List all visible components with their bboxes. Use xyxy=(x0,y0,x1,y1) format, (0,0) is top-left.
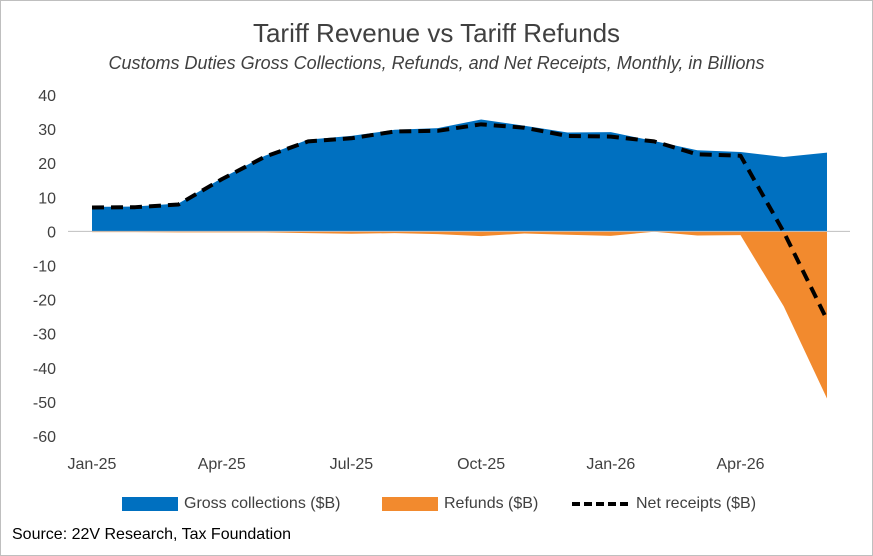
y-tick-label: 0 xyxy=(47,224,56,241)
legend-swatch-refunds xyxy=(382,497,438,511)
x-tick-label: Oct-25 xyxy=(457,456,505,473)
legend-swatch-gross xyxy=(122,497,178,511)
y-tick-label: 10 xyxy=(38,190,56,207)
chart-subtitle: Customs Duties Gross Collections, Refund… xyxy=(108,53,765,73)
legend-item-net: Net receipts ($B) xyxy=(572,492,756,516)
y-tick-label: -60 xyxy=(33,429,56,446)
legend-swatch-net xyxy=(572,502,628,506)
legend-item-refunds: Refunds ($B) xyxy=(382,492,538,516)
area-series-1 xyxy=(92,231,827,399)
legend: Gross collections ($B) Refunds ($B) Net … xyxy=(0,492,873,516)
chart-title: Tariff Revenue vs Tariff Refunds xyxy=(252,18,621,48)
x-tick-label: Jul-25 xyxy=(330,456,374,473)
line-series-2 xyxy=(91,122,829,321)
legend-label-refunds: Refunds ($B) xyxy=(444,495,539,512)
x-tick-label: Apr-26 xyxy=(717,456,765,473)
y-tick-label: -20 xyxy=(33,293,56,310)
legend-label-gross: Gross collections ($B) xyxy=(184,495,341,512)
area-series-0 xyxy=(92,119,827,232)
y-tick-label: 20 xyxy=(38,156,56,173)
legend-label-net: Net receipts ($B) xyxy=(636,495,757,512)
y-tick-label: -30 xyxy=(33,327,56,344)
source-note: Source: 22V Research, Tax Foundation xyxy=(12,526,291,543)
y-tick-label: -50 xyxy=(33,395,56,412)
y-tick-label: 40 xyxy=(38,88,56,105)
x-tick-label: Jan-25 xyxy=(68,456,117,473)
x-tick-label: Jan-26 xyxy=(586,456,635,473)
legend-item-gross: Gross collections ($B) xyxy=(122,492,341,516)
y-tick-label: 30 xyxy=(38,122,56,139)
y-tick-label: -40 xyxy=(33,361,56,378)
y-tick-label: -10 xyxy=(33,259,56,276)
x-tick-label: Apr-25 xyxy=(198,456,246,473)
